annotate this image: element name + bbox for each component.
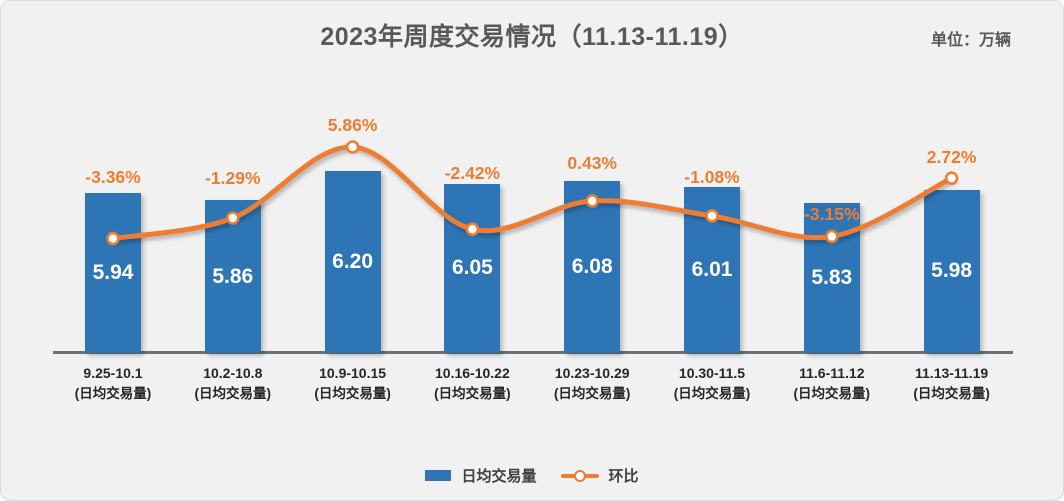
x-axis-sublabel: (日均交易量) [793,386,871,401]
bar-value-label: 5.83 [811,265,853,289]
line-marker-icon [345,140,360,154]
x-axis-sublabel: (日均交易量) [913,386,990,401]
x-axis-period: 11.6-11.12 [799,365,865,381]
x-axis-category: 10.30-11.5 (日均交易量) [647,363,777,404]
x-axis-sublabel: (日均交易量) [194,386,272,401]
bar-value-label: 6.05 [451,256,493,280]
legend-bar-label: 日均交易量 [461,468,537,485]
x-axis-period: 11.13-11.19 [915,365,989,381]
legend-line-swatch-icon [560,469,599,482]
x-axis-category: 11.13-11.19 (日均交易量) [887,363,1017,404]
bar-value-label: 5.98 [931,259,973,283]
line-pct-label: -3.36% [85,167,141,187]
x-axis-category: 10.9-10.15 (日均交易量) [288,363,418,404]
line-pct-label: -3.15% [804,204,860,224]
x-axis-period: 10.23-10.29 [554,365,630,381]
x-axis-line [53,351,1013,354]
x-axis-period: 9.25-10.1 [83,365,143,381]
x-axis-category: 9.25-10.1 (日均交易量) [48,363,178,404]
bar-value-label: 5.86 [212,264,254,288]
legend-bar-swatch-icon [425,470,452,481]
bar-value-label: 6.08 [571,255,613,279]
x-axis-category: 10.16-10.22 (日均交易量) [407,363,537,404]
line-pct-label: -2.42% [444,163,501,183]
x-axis-period: 10.16-10.22 [435,365,510,381]
x-axis-sublabel: (日均交易量) [553,386,631,401]
x-axis-category: 10.23-10.29 (日均交易量) [527,363,657,404]
legend-line-label: 环比 [608,468,639,485]
x-axis-sublabel: (日均交易量) [673,386,751,401]
line-marker-icon [944,171,959,185]
line-pct-label: 2.72% [926,147,977,167]
line-pct-label: -1.29% [205,168,261,188]
x-axis-sublabel: (日均交易量) [434,386,511,401]
bar-value-label: 6.01 [691,258,733,282]
chart-title: 2023年周度交易情况（11.13-11.19） [320,23,744,51]
bar-value-label: 6.20 [332,250,374,274]
x-axis-sublabel: (日均交易量) [74,386,152,401]
unit-label: 单位：万辆 [930,32,1011,49]
x-axis-period: 10.2-10.8 [203,365,263,381]
line-pct-label: 0.43% [567,153,617,173]
x-axis-sublabel: (日均交易量) [314,386,391,401]
x-axis-category: 10.2-10.8 (日均交易量) [168,363,298,404]
x-axis-period: 10.30-11.5 [678,365,746,381]
legend: 日均交易量 环比 [1,465,1063,486]
x-axis-category: 11.6-11.12 (日均交易量) [767,363,897,404]
x-axis-period: 10.9-10.15 [319,365,387,381]
line-pct-label: 5.86% [327,115,378,135]
bar-value-label: 5.94 [92,261,134,285]
line-pct-label: -1.08% [684,167,740,187]
